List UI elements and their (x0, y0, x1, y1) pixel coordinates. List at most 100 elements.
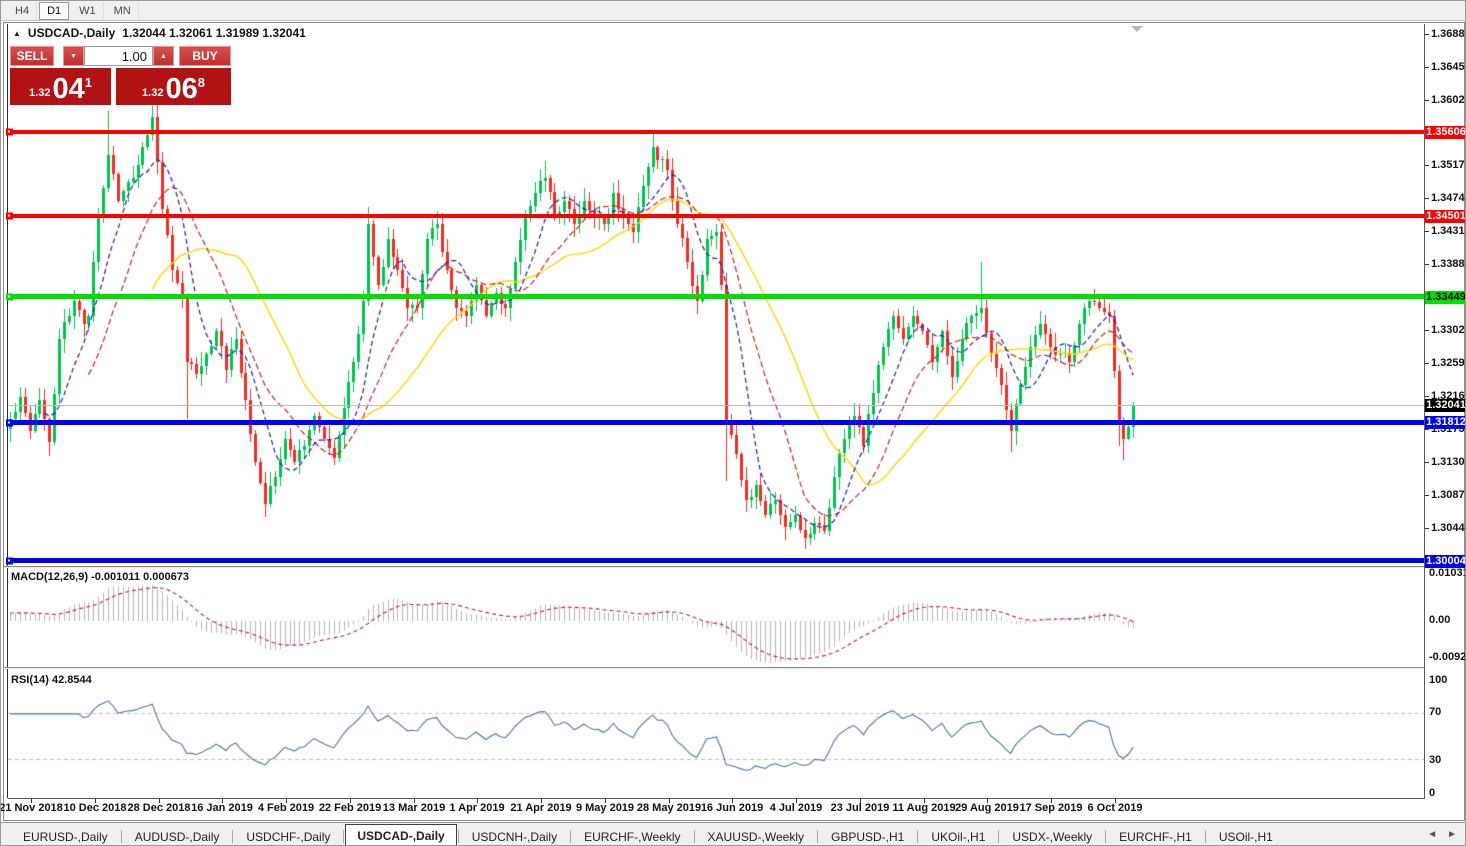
chart-tab-bar: EURUSD-,Daily AUDUSD-,Daily USDCHF-,Daily U… (1, 822, 1465, 845)
axis-tick-mark (541, 799, 542, 803)
chart-tab-audusd-daily[interactable]: AUDUSD-,Daily (134, 830, 220, 844)
timeframe-button-h4[interactable]: H4 (7, 1, 38, 20)
tab-separator (817, 830, 818, 843)
date-axis-label: 9 May 2019 (575, 802, 635, 814)
axis-tick-mark (95, 799, 96, 803)
resistance-line-1[interactable] (6, 128, 1424, 136)
price-axis-tick: 1.31300 (1431, 456, 1465, 468)
line-handle[interactable] (6, 128, 13, 136)
axis-tick-mark (860, 799, 861, 803)
tab-scroll-left-icon[interactable]: ◄ (1427, 829, 1438, 840)
axis-tick-mark (1425, 231, 1429, 232)
sell-price-pip: 1 (84, 75, 92, 90)
chart-tab-ukoil-h1[interactable]: UKOil-,H1 (931, 830, 986, 844)
resistance-line-2[interactable] (6, 212, 1424, 220)
price-axis-separator (1424, 24, 1425, 799)
price-axis-tick: 1.30870 (1431, 489, 1465, 501)
buy-price-prefix: 1.32 (142, 87, 164, 99)
price-axis-tick: 1.36450 (1431, 61, 1465, 73)
support-line-blue-lower[interactable] (6, 557, 1424, 564)
macd-current-values: -0.001011 0.000673 (91, 571, 189, 583)
current-price-label: 1.32041 (1425, 399, 1466, 412)
sell-price-prefix: 1.32 (29, 87, 51, 99)
line-handle[interactable] (6, 419, 13, 426)
date-axis-label: 16 Jan 2019 (191, 802, 253, 814)
timeframe-button-mn[interactable]: MN (106, 1, 139, 20)
line-handle[interactable] (6, 212, 13, 220)
quote-header: ▲ USDCAD-,Daily 1.32044 1.32061 1.31989 … (13, 26, 306, 40)
tab-separator (232, 830, 234, 843)
symbol-title: USDCAD-,Daily (27, 26, 116, 40)
chart-left-border (7, 24, 8, 798)
date-axis-label: 28 Dec 2018 (127, 802, 191, 814)
chart-tab-usdx-weekly[interactable]: USDX-,Weekly (1012, 830, 1093, 844)
chart-tab-usdchf-daily[interactable]: USDCHF-,Daily (246, 830, 331, 844)
chart-tab-gbpusd-h1[interactable]: GBPUSD-,H1 (831, 830, 905, 844)
chart-tab-eurchf-h1[interactable]: EURCHF-,H1 (1119, 830, 1192, 844)
macd-label: MACD(12,26,9) -0.001011 0.000673 (11, 571, 189, 583)
date-axis-label: 21 Apr 2019 (510, 802, 572, 814)
tab-scroll-right-icon[interactable]: ► (1447, 829, 1457, 840)
support-line-blue[interactable] (6, 419, 1424, 426)
chart-shift-marker-icon[interactable] (1131, 26, 1143, 32)
buy-button[interactable]: BUY (179, 46, 231, 66)
volume-decrease-button[interactable]: ▼ (63, 46, 84, 66)
buy-price-pip: 8 (197, 75, 205, 90)
axis-tick-mark (477, 799, 478, 803)
axis-tick-mark (1425, 330, 1429, 331)
chart-tab-usdcad-daily[interactable]: USDCAD-,Daily (345, 824, 457, 845)
axis-tick-mark (1051, 799, 1052, 803)
volume-input[interactable] (84, 46, 153, 66)
price-axis-tick: 1.30440 (1431, 522, 1465, 534)
price-axis-tick: 1.33880 (1431, 258, 1465, 270)
chart-tab-eurchf-weekly[interactable]: EURCHF-,Weekly (584, 830, 681, 844)
chart-tab-eurusd-daily[interactable]: EURUSD-,Daily (23, 830, 108, 844)
axis-tick-mark (1425, 100, 1429, 101)
date-axis-label: 22 Feb 2019 (318, 802, 382, 814)
volume-increase-button[interactable]: ▲ (153, 46, 174, 66)
tab-separator (1105, 830, 1107, 843)
price-level-label: 1.31812 (1425, 416, 1466, 429)
tab-separator (1204, 830, 1206, 843)
axis-tick-mark (1425, 528, 1429, 529)
pane-splitter[interactable] (4, 667, 1424, 669)
price-level-label: 1.35606 (1425, 126, 1466, 139)
macd-indicator-chart[interactable] (8, 568, 1424, 667)
chart-tab-usdcnh-daily[interactable]: USDCNH-,Daily (471, 830, 558, 844)
axis-tick-mark (1425, 495, 1429, 496)
axis-tick-mark (1425, 429, 1429, 430)
axis-tick-mark (159, 799, 160, 803)
sell-price-big: 04 (52, 73, 85, 105)
chart-tab-usoil-h1[interactable]: USOil-,H1 (1218, 830, 1273, 844)
line-handle[interactable] (6, 557, 13, 564)
date-axis-label: 4 Feb 2019 (257, 802, 315, 814)
rsi-axis-0: 0 (1429, 787, 1436, 799)
axis-tick-mark (605, 799, 606, 803)
buy-price-display[interactable]: 1.32 06 8 (116, 68, 231, 105)
axis-tick-mark (1425, 396, 1429, 397)
tab-scroll-buttons: ◄ ► (1427, 829, 1457, 840)
tab-separator (693, 830, 695, 843)
price-axis-tick: 1.36880 (1431, 28, 1465, 40)
rsi-name: RSI(14) (11, 674, 49, 686)
axis-tick-mark (1425, 363, 1429, 364)
axis-tick-mark (796, 799, 797, 803)
tab-separator (998, 830, 1000, 843)
rsi-indicator-chart[interactable] (8, 670, 1424, 798)
sell-button[interactable]: SELL (10, 46, 54, 66)
line-handle[interactable] (6, 293, 13, 300)
rsi-axis-100: 100 (1429, 674, 1448, 686)
timeframe-button-w1[interactable]: W1 (71, 1, 104, 20)
macd-name: MACD(12,26,9) (11, 571, 89, 583)
support-resistance-line-green[interactable] (6, 293, 1424, 300)
price-level-label: 1.33449 (1425, 291, 1466, 304)
pane-splitter[interactable] (4, 566, 1424, 568)
collapse-panel-icon[interactable]: ▲ (13, 28, 21, 38)
timeframe-button-d1[interactable]: D1 (39, 1, 70, 20)
price-axis-tick: 1.33020 (1431, 324, 1465, 336)
sell-price-display[interactable]: 1.32 04 1 (10, 68, 111, 105)
time-axis-separator (8, 798, 1425, 799)
price-axis-tick: 1.34310 (1431, 225, 1465, 237)
price-axis-tick: 1.32590 (1431, 357, 1465, 369)
chart-tab-xauusd-weekly[interactable]: XAUUSD-,Weekly (707, 830, 804, 844)
